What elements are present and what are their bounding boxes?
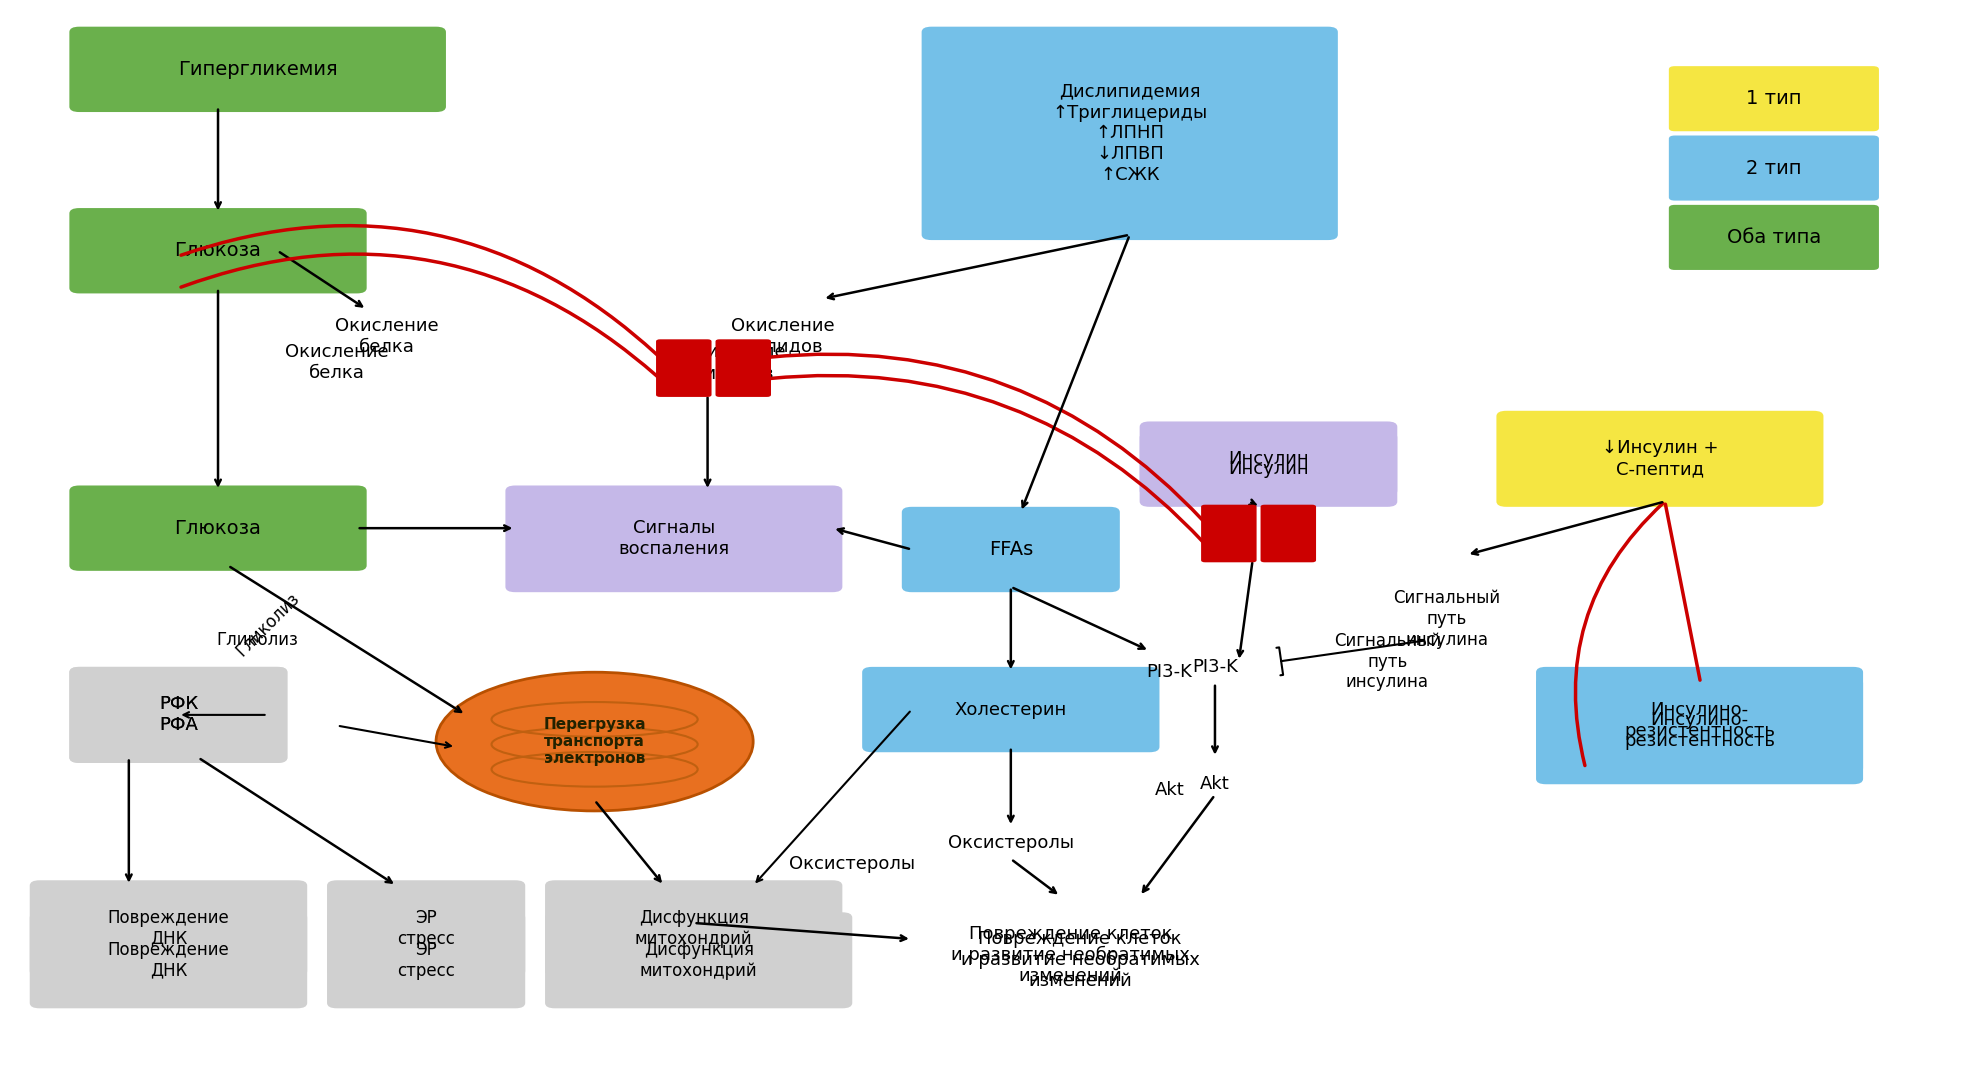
Text: Окисление
липидов: Окисление липидов — [682, 344, 785, 382]
FancyBboxPatch shape — [327, 880, 525, 976]
Text: Сигнальный
путь
инсулина: Сигнальный путь инсулина — [1393, 589, 1500, 649]
FancyBboxPatch shape — [1201, 505, 1257, 562]
FancyBboxPatch shape — [69, 485, 367, 571]
Text: ЭР
стресс: ЭР стресс — [396, 909, 456, 947]
FancyBboxPatch shape — [327, 912, 525, 1008]
Text: Инсулин: Инсулин — [1229, 461, 1308, 478]
Text: Akt: Akt — [1199, 776, 1231, 793]
Text: Инсулино-
резистентность: Инсулино- резистентность — [1623, 701, 1776, 739]
Text: Akt: Akt — [1154, 781, 1185, 798]
FancyBboxPatch shape — [69, 27, 446, 112]
Text: РФК
РФА: РФК РФА — [159, 696, 198, 734]
Text: Повреждение
ДНК: Повреждение ДНК — [107, 941, 230, 980]
FancyBboxPatch shape — [1536, 667, 1863, 774]
FancyBboxPatch shape — [1669, 205, 1879, 270]
FancyBboxPatch shape — [69, 208, 367, 293]
FancyBboxPatch shape — [505, 485, 842, 592]
Text: Сигналы
воспаления: Сигналы воспаления — [618, 520, 729, 558]
FancyBboxPatch shape — [1140, 432, 1397, 507]
Text: Повреждение клеток
и развитие необратимых
изменений: Повреждение клеток и развитие необратимы… — [951, 925, 1189, 985]
Text: Холестерин: Холестерин — [955, 701, 1066, 718]
FancyBboxPatch shape — [69, 667, 287, 763]
FancyBboxPatch shape — [30, 912, 307, 1008]
FancyBboxPatch shape — [862, 667, 1159, 752]
Text: Сигнальный
путь
инсулина: Сигнальный путь инсулина — [1334, 632, 1441, 691]
Text: Гликолиз: Гликолиз — [232, 589, 303, 659]
Text: PI3-K: PI3-K — [1146, 664, 1193, 681]
Text: Глюкоза: Глюкоза — [174, 241, 262, 260]
Text: Гипергликемия: Гипергликемия — [178, 60, 337, 79]
Text: PI3-K: PI3-K — [1191, 658, 1239, 675]
Text: Перегрузка
транспорта
электронов: Перегрузка транспорта электронов — [543, 717, 646, 766]
Text: 1 тип: 1 тип — [1746, 90, 1802, 108]
Text: Оксистеролы: Оксистеролы — [947, 834, 1074, 851]
Text: 2 тип: 2 тип — [1746, 159, 1802, 177]
FancyBboxPatch shape — [545, 880, 842, 976]
FancyBboxPatch shape — [922, 27, 1338, 240]
Text: Дислипидемия
↑Триглицериды
↑ЛПНП
↓ЛПВП
↑СЖК: Дислипидемия ↑Триглицериды ↑ЛПНП ↓ЛПВП ↑… — [1052, 83, 1207, 184]
Text: Оба типа: Оба типа — [1726, 228, 1821, 246]
Text: Дисфункция
митохондрий: Дисфункция митохондрий — [640, 941, 757, 980]
Ellipse shape — [436, 672, 753, 811]
FancyBboxPatch shape — [1669, 136, 1879, 201]
FancyBboxPatch shape — [1669, 66, 1879, 131]
FancyBboxPatch shape — [1140, 421, 1397, 496]
Text: Повреждение
ДНК: Повреждение ДНК — [107, 909, 230, 947]
Text: Инсулино-
резистентность: Инсулино- резистентность — [1623, 712, 1776, 750]
Text: Дисфункция
митохондрий: Дисфункция митохондрий — [634, 909, 753, 947]
Text: ЭР
стресс: ЭР стресс — [396, 941, 456, 980]
Text: Повреждение клеток
и развитие необратимых
изменений: Повреждение клеток и развитие необратимы… — [961, 930, 1199, 990]
FancyBboxPatch shape — [1536, 678, 1863, 784]
FancyBboxPatch shape — [545, 912, 852, 1008]
FancyBboxPatch shape — [1261, 505, 1316, 562]
FancyBboxPatch shape — [30, 880, 307, 976]
Text: Гликолиз: Гликолиз — [216, 632, 299, 649]
Text: Оксистеролы: Оксистеролы — [789, 856, 916, 873]
Text: ↓Инсулин +
С-пептид: ↓Инсулин + С-пептид — [1601, 440, 1718, 478]
FancyBboxPatch shape — [69, 667, 287, 763]
Text: РФК
РФА: РФК РФА — [159, 696, 198, 734]
Text: FFAs: FFAs — [989, 540, 1033, 559]
Text: Окисление
липидов: Окисление липидов — [731, 317, 834, 355]
FancyBboxPatch shape — [656, 339, 712, 397]
FancyBboxPatch shape — [902, 507, 1120, 592]
FancyBboxPatch shape — [1496, 411, 1823, 507]
Text: Инсулин: Инсулин — [1229, 450, 1308, 467]
Text: Окисление
белка: Окисление белка — [335, 317, 438, 355]
Text: Глюкоза: Глюкоза — [174, 519, 262, 538]
Text: Окисление
белка: Окисление белка — [285, 344, 388, 382]
FancyBboxPatch shape — [716, 339, 771, 397]
